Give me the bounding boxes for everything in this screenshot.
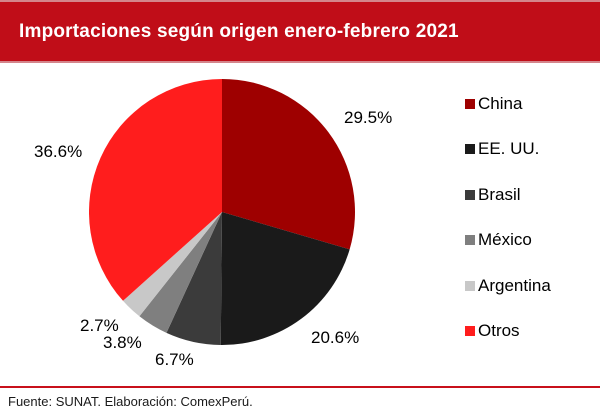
legend-item-eeuu: EE. UU. — [465, 139, 551, 158]
legend-swatch-icon — [465, 98, 475, 109]
pie-chart — [89, 79, 355, 345]
legend-swatch-icon — [465, 326, 475, 336]
pie-label-eeuu: 20.6% — [311, 328, 360, 347]
legend-item-otros: Otros — [465, 321, 551, 340]
legend-item-china: China — [465, 93, 551, 113]
legend-label: Brasil — [478, 184, 521, 204]
legend-item-argentina: Argentina — [465, 275, 551, 295]
pie-label-otros: 36.6% — [34, 142, 83, 161]
source-note: Fuente: SUNAT. Elaboración: ComexPerú. — [8, 394, 253, 409]
legend-item-brasil: Brasil — [465, 184, 551, 204]
legend-label: México — [478, 230, 532, 249]
footer-divider — [0, 386, 600, 388]
legend-swatch-icon — [465, 235, 475, 245]
legend-item-mexico: México — [465, 230, 551, 249]
legend-swatch-icon — [465, 189, 475, 200]
legend-label: Argentina — [478, 275, 551, 295]
pie-slice-ee-uu — [220, 212, 350, 345]
chart-legend: China EE. UU. Brasil México Argentina Ot… — [465, 93, 551, 340]
pie-slice-m-xico — [139, 212, 222, 333]
legend-label: Otros — [478, 321, 520, 340]
legend-swatch-icon — [465, 280, 475, 291]
legend-label: EE. UU. — [478, 139, 540, 158]
page-title: Importaciones según origen enero-febrero… — [19, 20, 459, 42]
pie-label-china: 29.5% — [344, 108, 393, 127]
legend-label: China — [478, 93, 523, 113]
pie-label-mexico: 3.8% — [103, 333, 142, 352]
pie-slice-china — [222, 79, 355, 250]
pie-label-argentina: 2.7% — [80, 316, 119, 335]
title-banner: Importaciones según origen enero-febrero… — [0, 0, 600, 63]
pie-slice-argentina — [122, 212, 222, 317]
pie-slice-brasil — [166, 212, 222, 345]
pie-slice-otros — [89, 79, 222, 301]
pie-label-brasil: 6.7% — [155, 350, 194, 369]
legend-swatch-icon — [465, 144, 475, 154]
